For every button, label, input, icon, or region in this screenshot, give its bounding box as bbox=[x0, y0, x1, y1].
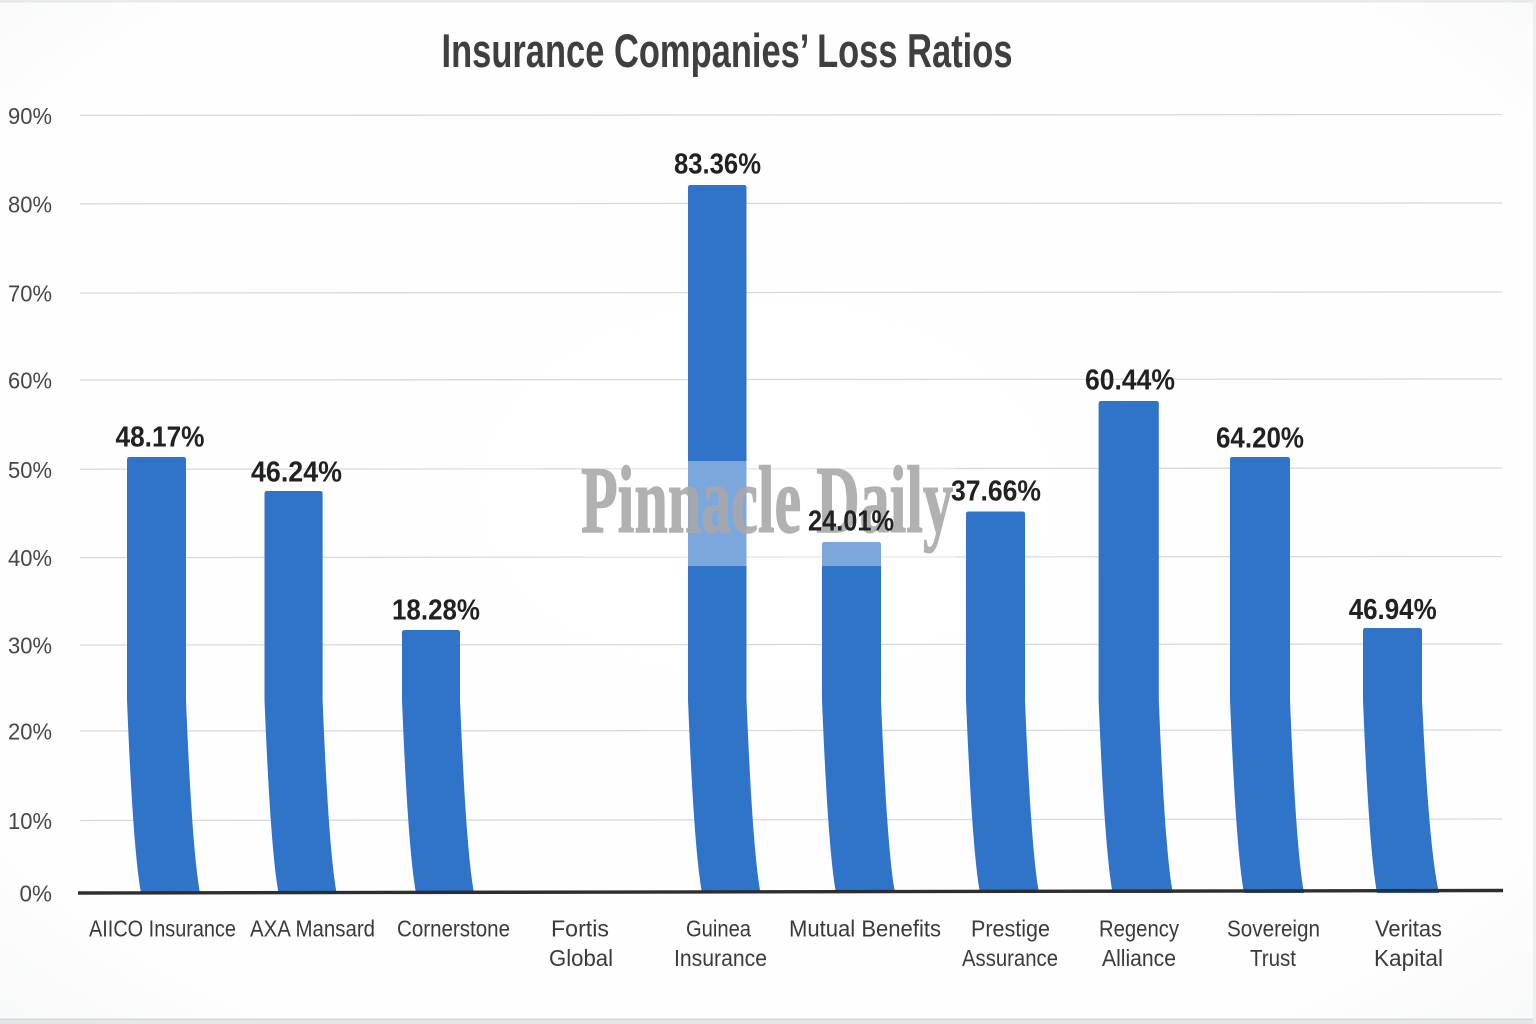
svg-text:37.66%: 37.66% bbox=[951, 476, 1041, 508]
svg-text:AXA Mansard: AXA Mansard bbox=[250, 916, 375, 942]
svg-text:46.24%: 46.24% bbox=[251, 457, 342, 489]
svg-text:Insurance Companies’ Loss Rati: Insurance Companies’ Loss Ratios bbox=[442, 24, 1013, 77]
svg-text:90%: 90% bbox=[8, 103, 52, 129]
svg-text:70%: 70% bbox=[8, 281, 52, 307]
svg-text:0%: 0% bbox=[20, 881, 53, 907]
svg-text:Veritas: Veritas bbox=[1375, 916, 1442, 942]
svg-text:30%: 30% bbox=[8, 633, 52, 659]
svg-text:20%: 20% bbox=[8, 719, 52, 745]
svg-text:64.20%: 64.20% bbox=[1216, 423, 1304, 455]
svg-text:24.01%: 24.01% bbox=[808, 506, 894, 538]
svg-text:Regency: Regency bbox=[1099, 916, 1179, 942]
svg-text:AIICO Insurance: AIICO Insurance bbox=[89, 916, 236, 942]
svg-text:Cornerstone: Cornerstone bbox=[397, 916, 510, 942]
svg-text:80%: 80% bbox=[8, 191, 52, 217]
svg-text:60%: 60% bbox=[8, 368, 52, 394]
svg-text:Alliance: Alliance bbox=[1102, 945, 1176, 971]
svg-text:46.94%: 46.94% bbox=[1349, 594, 1437, 626]
svg-text:48.17%: 48.17% bbox=[116, 422, 205, 454]
svg-text:Insurance: Insurance bbox=[674, 945, 767, 971]
svg-text:Trust: Trust bbox=[1250, 945, 1296, 971]
svg-text:10%: 10% bbox=[8, 808, 52, 834]
svg-text:Kapital: Kapital bbox=[1374, 945, 1443, 971]
svg-text:40%: 40% bbox=[8, 545, 52, 571]
svg-text:Sovereign: Sovereign bbox=[1227, 916, 1320, 942]
svg-text:18.28%: 18.28% bbox=[392, 595, 480, 627]
svg-text:Prestige: Prestige bbox=[971, 916, 1050, 942]
svg-text:Mutual Benefits: Mutual Benefits bbox=[789, 916, 941, 942]
svg-text:Pinnacle Daily: Pinnacle Daily bbox=[581, 447, 953, 553]
svg-text:Assurance: Assurance bbox=[962, 945, 1058, 971]
svg-text:Fortis: Fortis bbox=[551, 916, 609, 942]
svg-text:50%: 50% bbox=[8, 457, 52, 483]
svg-text:83.36%: 83.36% bbox=[674, 149, 761, 181]
svg-text:60.44%: 60.44% bbox=[1085, 365, 1175, 397]
svg-text:Guinea: Guinea bbox=[686, 916, 752, 942]
svg-text:Global: Global bbox=[549, 945, 613, 971]
